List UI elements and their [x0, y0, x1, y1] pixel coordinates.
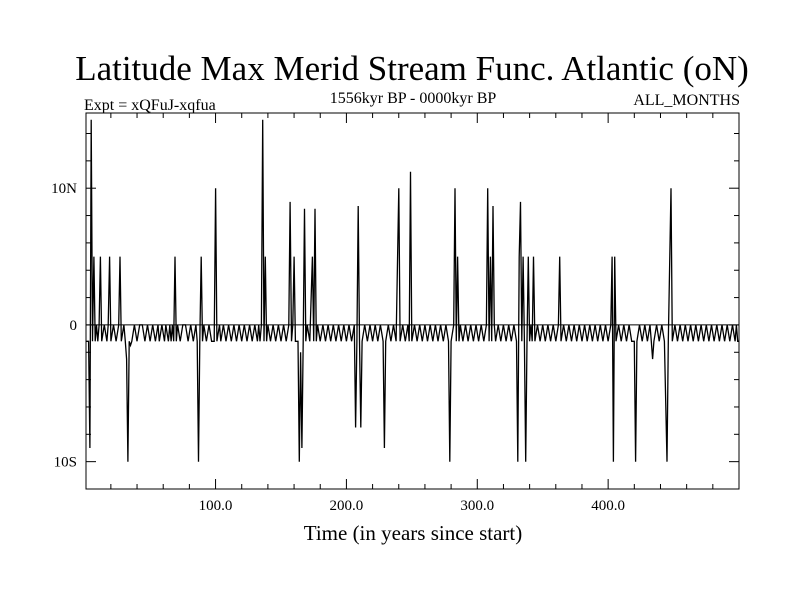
y-tick-label: 10N	[51, 181, 77, 197]
y-tick-label: 10S	[54, 455, 77, 471]
x-axis-label: Time (in years since start)	[304, 521, 523, 545]
chart-subtitle-left: Expt = xQFuJ-xqfua	[84, 97, 216, 114]
x-tick-label: 100.0	[199, 498, 233, 514]
y-tick-label: 0	[70, 318, 78, 334]
x-axis-ticks: 100.0 200.0 300.0 400.0	[110, 113, 714, 514]
plot-frame	[85, 112, 740, 490]
chart-title: Latitude Max Merid Stream Func. Atlantic…	[75, 49, 749, 88]
chart-subtitle-right: ALL_MONTHS	[633, 92, 740, 109]
x-tick-label: 200.0	[330, 498, 364, 514]
y-axis-ticks: 10N 0 10S	[51, 133, 739, 471]
x-tick-label: 400.0	[591, 498, 625, 514]
series-line	[86, 119, 739, 462]
chart-subtitle-center: 1556kyr BP - 0000kyr BP	[330, 90, 497, 107]
x-tick-label: 300.0	[460, 498, 494, 514]
